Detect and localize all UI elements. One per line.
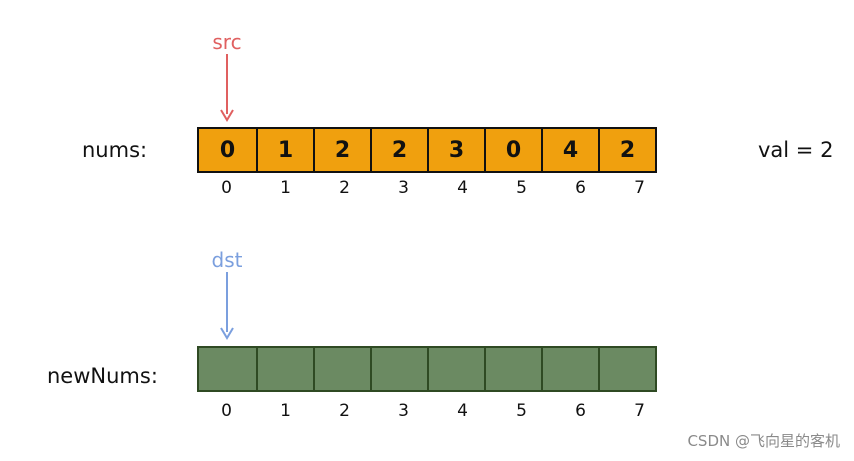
new-nums-cell [199, 348, 256, 390]
watermark: CSDN @飞向星的客机 [687, 432, 840, 450]
index-label: 6 [575, 178, 586, 198]
new-nums-cell [598, 348, 655, 390]
index-label: 2 [339, 178, 350, 198]
index-label: 3 [398, 178, 409, 198]
nums-cell: 2 [313, 129, 370, 171]
index-label: 1 [280, 178, 291, 198]
nums-cell: 2 [370, 129, 427, 171]
new-nums-cell [427, 348, 484, 390]
index-label: 4 [457, 178, 468, 198]
index-label: 0 [221, 401, 232, 421]
new-nums-cell [484, 348, 541, 390]
nums-cell: 1 [256, 129, 313, 171]
new-nums-indices: 0 1 2 3 4 5 6 7 [197, 401, 669, 421]
index-label: 1 [280, 401, 291, 421]
index-label: 2 [339, 401, 350, 421]
nums-array: 0 1 2 2 3 0 4 2 [197, 127, 657, 173]
new-nums-cell [313, 348, 370, 390]
index-label: 0 [221, 178, 232, 198]
nums-cell: 3 [427, 129, 484, 171]
dst-pointer: dst [200, 248, 254, 340]
new-nums-cell [541, 348, 598, 390]
nums-indices: 0 1 2 3 4 5 6 7 [197, 178, 669, 198]
new-nums-cell [370, 348, 427, 390]
new-nums-label: newNums: [47, 364, 158, 388]
src-label: src [212, 30, 242, 54]
index-label: 7 [634, 401, 645, 421]
nums-label: nums: [82, 138, 148, 162]
nums-cell: 0 [484, 129, 541, 171]
dst-label: dst [211, 248, 243, 272]
dst-arrow-icon [220, 272, 234, 340]
src-arrow-icon [220, 54, 234, 122]
nums-cell: 2 [598, 129, 655, 171]
index-label: 3 [398, 401, 409, 421]
nums-cell: 4 [541, 129, 598, 171]
index-label: 5 [516, 401, 527, 421]
nums-cell: 0 [199, 129, 256, 171]
index-label: 5 [516, 178, 527, 198]
index-label: 7 [634, 178, 645, 198]
index-label: 6 [575, 401, 586, 421]
src-pointer: src [200, 30, 254, 122]
val-label: val = 2 [758, 138, 834, 162]
index-label: 4 [457, 401, 468, 421]
new-nums-array [197, 346, 657, 392]
new-nums-cell [256, 348, 313, 390]
